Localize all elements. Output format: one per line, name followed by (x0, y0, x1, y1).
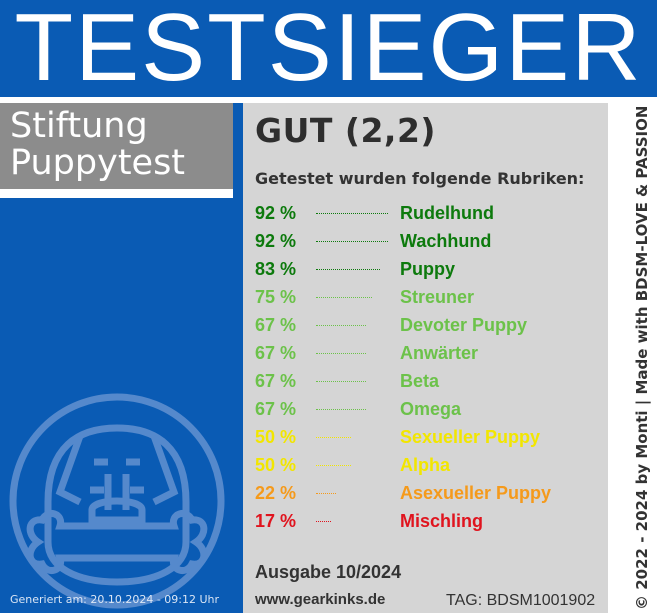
rubric-percent: 50 % (255, 455, 297, 475)
rubric-dots (316, 521, 331, 522)
organization-divider (0, 189, 233, 198)
rubric-row: 75 % Streuner (255, 285, 605, 313)
rubric-percent: 17 % (255, 511, 297, 531)
testsieger-title: TESTSIEGER (0, 0, 657, 97)
rubric-row: 50 % Alpha (255, 453, 605, 481)
rubric-row: 67 % Devoter Puppy (255, 313, 605, 341)
rubric-dots (316, 241, 388, 242)
rubric-dots (316, 269, 380, 270)
tag-label: TAG: BDSM1001902 (446, 592, 596, 609)
rubric-name: Asexueller Puppy (400, 483, 552, 503)
rubric-row: 22 % Asexueller Puppy (255, 481, 605, 509)
rubric-percent: 50 % (255, 427, 297, 447)
right-strip (608, 103, 657, 613)
rubric-row: 92 % Wachhund (255, 229, 605, 257)
rubric-dots (316, 213, 388, 214)
rubric-percent: 22 % (255, 483, 297, 503)
rubric-percent: 75 % (255, 287, 297, 307)
rubric-dots (316, 493, 336, 494)
rubric-name: Alpha (400, 455, 451, 475)
rubric-name: Beta (400, 371, 440, 391)
rubric-list: 92 % Rudelhund 92 % Wachhund 83 % Puppy 75 % St… (255, 201, 605, 537)
organization-line-1: Stiftung (10, 106, 148, 146)
rubric-name: Omega (400, 399, 462, 419)
rubric-percent: 67 % (255, 343, 297, 363)
rubric-name: Sexueller Puppy (400, 427, 541, 447)
rubric-row: 67 % Anwärter (255, 341, 605, 369)
organization-line-2: Puppytest (10, 143, 186, 183)
copyright-text: © 2022 - 2024 by Monti | Made with BDSM-… (633, 105, 651, 610)
rubrics-heading: Getestet wurden folgende Rubriken: (255, 169, 585, 188)
organization-box: Stiftung Puppytest (0, 103, 233, 189)
rubric-name: Puppy (400, 259, 456, 279)
generated-timestamp: Generiert am: 20.10.2024 - 09:12 Uhr (10, 593, 220, 606)
rubric-name: Streuner (400, 287, 475, 307)
puppy-mask-icon (9, 393, 225, 609)
rubric-row: 67 % Omega (255, 397, 605, 425)
rubric-row: 17 % Mischling (255, 509, 605, 537)
rubric-dots (316, 409, 366, 410)
rubric-name: Devoter Puppy (400, 315, 528, 335)
rubric-name: Rudelhund (400, 203, 494, 223)
rubric-dots (316, 325, 366, 326)
rubric-name: Wachhund (400, 231, 492, 251)
rubric-dots (316, 297, 372, 298)
rubric-percent: 92 % (255, 203, 297, 223)
issue-label: Ausgabe 10/2024 (255, 562, 402, 582)
rubric-percent: 67 % (255, 315, 297, 335)
rubric-name: Anwärter (400, 343, 479, 363)
results-panel: GUT (2,2) Getestet wurden folgende Rubri… (243, 103, 608, 613)
grade-label: GUT (2,2) (255, 111, 437, 150)
rubric-row: 67 % Beta (255, 369, 605, 397)
header-divider (0, 97, 657, 103)
rubric-dots (316, 465, 351, 466)
rubric-dots (316, 353, 366, 354)
rubric-row: 92 % Rudelhund (255, 201, 605, 229)
website-link[interactable]: www.gearkinks.de (255, 591, 386, 608)
copyright-vertical: © 2022 - 2024 by Monti | Made with BDSM-… (633, 106, 651, 610)
rubric-name: Mischling (400, 511, 484, 531)
rubric-dots (316, 437, 351, 438)
rubric-dots (316, 381, 366, 382)
rubric-percent: 92 % (255, 231, 297, 251)
rubric-row: 50 % Sexueller Puppy (255, 425, 605, 453)
rubric-percent: 67 % (255, 371, 297, 391)
rubric-row: 83 % Puppy (255, 257, 605, 285)
rubric-percent: 83 % (255, 259, 297, 279)
rubric-percent: 67 % (255, 399, 297, 419)
